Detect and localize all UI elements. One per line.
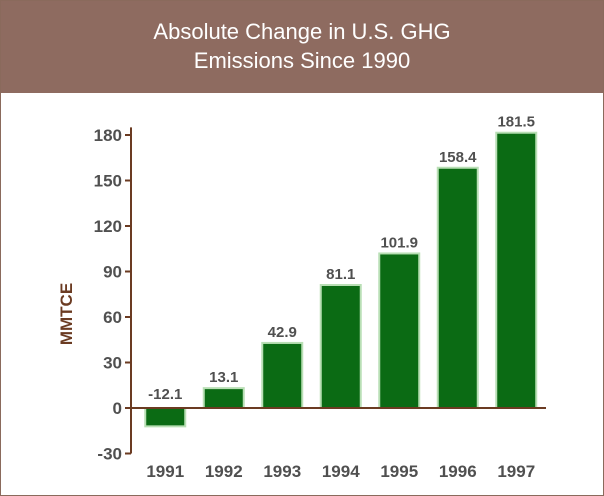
x-tick-label-1997: 1997	[497, 462, 535, 481]
x-tick-label-1994: 1994	[322, 462, 360, 481]
x-tick-label-1991: 1991	[146, 462, 184, 481]
data-label-1994: 81.1	[326, 266, 355, 283]
x-tick-label-1993: 1993	[263, 462, 301, 481]
bars: -12.1 13.1 42.9 81.1 101.9 158.4 181.5	[144, 114, 538, 428]
chart-header: Absolute Change in U.S. GHG Emissions Si…	[1, 1, 603, 93]
y-tick-label: 0	[113, 399, 122, 418]
x-tick-label-1996: 1996	[439, 462, 477, 481]
bar-1996	[436, 166, 479, 410]
data-label-1992: 13.1	[209, 369, 238, 386]
x-tick-label-1992: 1992	[205, 462, 243, 481]
data-label-1997: 181.5	[497, 114, 535, 131]
data-label-1991: -12.1	[148, 386, 182, 403]
y-tick-label: 150	[94, 172, 122, 191]
y-tick-label: -30	[97, 445, 122, 464]
bar-1997	[495, 131, 538, 409]
y-tick-label: 90	[103, 263, 122, 282]
y-axis-label: MMTCE	[57, 283, 76, 345]
chart-title-line-1: Absolute Change in U.S. GHG	[153, 19, 451, 44]
bar-1992	[202, 387, 245, 409]
data-label-1993: 42.9	[268, 324, 297, 341]
x-tick-label-1995: 1995	[380, 462, 418, 481]
y-tick-label: 180	[94, 126, 122, 145]
bar-1991	[144, 407, 187, 428]
y-tick-label: 30	[103, 354, 122, 373]
bar-1995	[378, 252, 421, 409]
bar-1993	[261, 341, 304, 409]
data-label-1995: 101.9	[380, 234, 418, 251]
chart-title-line-2: Emissions Since 1990	[193, 48, 411, 73]
x-axis: 1991 1992 1993 1994 1995 1996 1997	[125, 407, 546, 481]
bar-chart: MMTCE -30 0 30 60 90 120 150 180 -12.1 13.1 42.9 8…	[57, 114, 546, 481]
bar-1994	[319, 283, 362, 409]
data-label-1996: 158.4	[439, 149, 477, 166]
y-tick-label: 120	[94, 217, 122, 236]
y-axis: -30 0 30 60 90 120 150 180	[94, 126, 132, 464]
y-tick-label: 60	[103, 308, 122, 327]
